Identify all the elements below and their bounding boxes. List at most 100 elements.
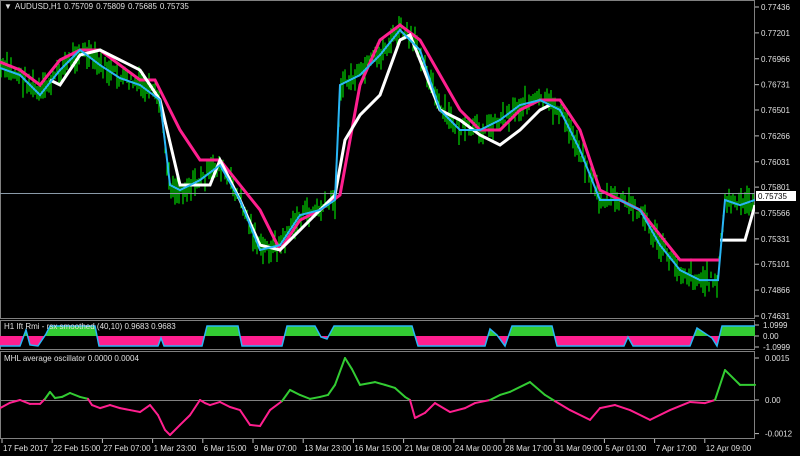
ift-tick-label: 0.00 — [763, 332, 779, 341]
mhl-segment — [189, 399, 201, 417]
mhl-segment — [509, 381, 531, 393]
mhl-tick-label: 0.0015 — [765, 354, 790, 363]
current-price-box: 0.75735 — [756, 191, 796, 201]
mhl-segment — [309, 395, 321, 400]
price-tick-label: 0.77436 — [761, 3, 790, 12]
mhl-segment — [614, 404, 631, 412]
time-tick-label: 24 Mar 00:00 — [455, 444, 503, 453]
mhl-segment — [499, 390, 511, 396]
time-tick-label: 13 Mar 23:00 — [304, 444, 352, 453]
ift-tick-label: 1.0999 — [763, 321, 788, 330]
current-price-label: 0.75735 — [758, 192, 787, 201]
mhl-title: MHL average oscillator 0.0000 0.0004 — [4, 354, 139, 363]
price-tick-label: 0.75566 — [761, 209, 790, 218]
mhl-segment — [19, 399, 31, 405]
mhl-segment — [54, 395, 63, 400]
mhl-segment — [554, 400, 571, 412]
collapse-triangle-icon[interactable]: ▼ — [4, 2, 12, 11]
mhl-segment — [359, 381, 376, 386]
mhl-segment — [129, 409, 141, 414]
ift-line — [0, 325, 755, 348]
mhl-segment — [649, 409, 671, 421]
mhl-segment — [69, 392, 81, 398]
price-tick-label: 0.77201 — [761, 29, 790, 38]
high-value: 0.75809 — [96, 2, 125, 11]
price-tick-label: 0.75331 — [761, 235, 790, 244]
mhl-segment — [529, 381, 546, 396]
ift-positive-area — [0, 326, 755, 336]
mhl-segment — [9, 399, 21, 404]
mhl-segment — [714, 369, 726, 401]
indicator-lines — [0, 23, 755, 282]
mhl-segment — [409, 399, 416, 419]
mhl-segment — [724, 369, 741, 386]
mhl-segment — [219, 400, 231, 408]
mhl-segment — [87, 397, 93, 407]
mhl-segment — [281, 388, 291, 403]
mhl-segment — [0, 401, 11, 410]
mhl-segment — [489, 393, 501, 401]
ift-negative-area — [0, 336, 755, 346]
mhl-segment — [589, 407, 601, 421]
mhl-segment — [119, 407, 131, 412]
mhl-segment — [39, 397, 46, 405]
time-tick-label: 28 Mar 17:00 — [505, 444, 553, 453]
mhl-segment — [157, 414, 166, 431]
mhl-segment — [327, 383, 336, 396]
mhl-segment — [474, 399, 491, 405]
price-tick-label: 0.76731 — [761, 81, 790, 90]
mhl-segment — [49, 390, 56, 400]
mhl-segment — [334, 357, 346, 386]
mhl-segment — [351, 368, 361, 386]
mhl-segment — [249, 423, 261, 428]
mhl-segment — [394, 386, 406, 398]
mhl-segment — [44, 390, 51, 400]
mhl-segment — [669, 400, 691, 412]
time-axis: 17 Feb 2017 22 Feb 15:00 27 Feb 07:00 1 Mar… — [1, 439, 752, 453]
mhl-segment — [164, 428, 171, 436]
price-tick-label: 0.75801 — [761, 183, 790, 192]
time-tick-label: 5 Apr 01:00 — [605, 444, 646, 453]
mhl-segment — [319, 393, 329, 398]
symbol-label: AUDUSD,H1 — [14, 2, 62, 11]
time-tick-label: 21 Mar 08:00 — [405, 444, 453, 453]
mhl-segment — [61, 392, 71, 398]
mhl-oscillator: 0.0015 0.00 -0.0012 — [0, 354, 793, 439]
mhl-tick-label: 0.00 — [765, 396, 781, 405]
price-tick-label: 0.74866 — [761, 286, 790, 295]
mhl-segment — [149, 404, 159, 417]
price-tick-label: 0.76966 — [761, 55, 790, 64]
mhl-segment — [239, 409, 251, 426]
time-tick-label: 9 Mar 07:00 — [254, 444, 297, 453]
low-value: 0.75685 — [128, 2, 157, 11]
mhl-segment — [629, 409, 651, 421]
mhl-segment — [269, 400, 283, 412]
mhl-segment — [464, 402, 476, 410]
mhl-segment — [139, 404, 151, 414]
mhl-segment — [259, 409, 271, 428]
time-tick-label: 16 Mar 15:00 — [354, 444, 402, 453]
mhl-segment — [289, 388, 301, 396]
time-tick-label: 1 Mar 23:00 — [154, 444, 197, 453]
mhl-segment — [424, 402, 436, 414]
mhl-segment — [109, 404, 121, 410]
price-tick-label: 0.76266 — [761, 132, 790, 141]
mhl-segment — [449, 407, 466, 414]
time-tick-label: 27 Feb 07:00 — [103, 444, 151, 453]
mhl-segment — [209, 400, 221, 407]
time-tick-label: 17 Feb 2017 — [3, 444, 48, 453]
price-tick-label: 0.75101 — [761, 260, 790, 269]
ift-tick-label: -1.0999 — [763, 343, 791, 352]
chart-title: ▼ AUDUSD,H1 0.75709 0.75809 0.75685 0.75735 — [4, 2, 192, 11]
price-tick-label: 0.76501 — [761, 106, 790, 115]
pink-ma-line — [0, 23, 720, 262]
mhl-segment — [384, 383, 396, 389]
mhl-segment — [414, 411, 426, 419]
price-axis: 0.77436 0.77201 0.76966 0.76731 0.76501 0.762… — [755, 3, 790, 321]
mhl-segment — [169, 423, 181, 436]
ift-title: H1 Ift Rmi - rsx smoothed (40,10) 0.9683… — [4, 322, 176, 331]
mhl-segment — [544, 393, 556, 403]
mhl-segment — [79, 395, 89, 400]
white-ma-line — [720, 204, 755, 242]
